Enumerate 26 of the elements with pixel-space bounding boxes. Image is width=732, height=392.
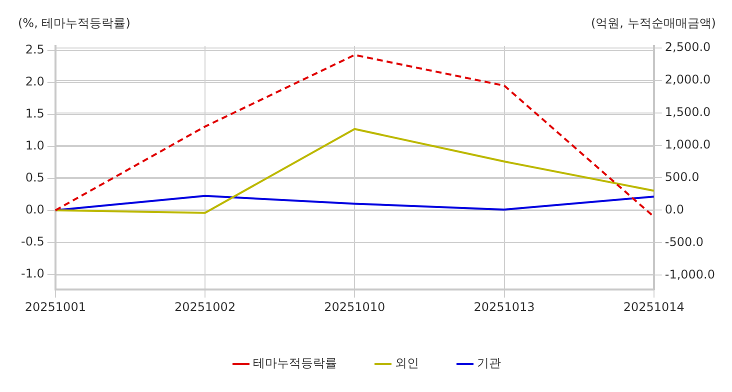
y2-tick-label: 2,500.0 (664, 40, 711, 54)
y2-axis-title: (억원, 누적순매매금액) (591, 16, 716, 30)
y2-tick-label: 1,000.0 (664, 137, 711, 152)
y-tick-label: -0.5 (20, 234, 44, 248)
x-tick-label: 20251013 (474, 300, 535, 314)
x-tick-label: 20251001 (24, 300, 86, 314)
y-tick-label: 2.5 (25, 42, 44, 57)
legend-label: 기관 (477, 356, 501, 370)
y2-tick-label: 2,000.0 (664, 72, 711, 86)
legend-label: 외인 (395, 356, 419, 370)
y-tick-label: 0.5 (25, 170, 44, 184)
y-tick-label: 0.0 (25, 202, 44, 216)
x-tick-label: 20251002 (174, 300, 236, 314)
y2-tick-label: 1,500.0 (664, 104, 711, 119)
y-axis-title: (%, 테마누적등락률) (18, 16, 130, 30)
y2-tick-label: 500.0 (664, 170, 700, 184)
y-tick-label: -1.0 (20, 266, 44, 280)
y2-tick-label: 0.0 (664, 202, 684, 216)
y-tick-label: 1.5 (25, 106, 44, 121)
y-tick-label: 1.0 (25, 138, 44, 153)
y-tick-label: 2.0 (25, 74, 44, 89)
y2-tick-label: -500.0 (664, 234, 704, 249)
y2-tick-label: -1,000.0 (664, 267, 716, 282)
x-tick-label: 20251010 (324, 300, 386, 314)
x-tick-label: 20251014 (623, 300, 684, 314)
legend-label: 테마누적등락률 (253, 356, 337, 370)
